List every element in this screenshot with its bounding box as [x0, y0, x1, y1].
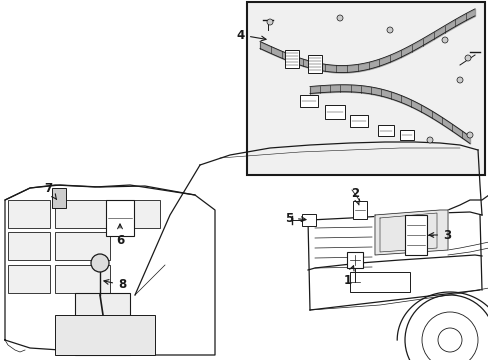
Bar — [8, 232, 50, 260]
Circle shape — [466, 132, 472, 138]
Polygon shape — [374, 210, 447, 255]
Text: 7: 7 — [44, 181, 57, 199]
Text: 5: 5 — [284, 212, 305, 225]
Bar — [55, 232, 110, 260]
Text: 8: 8 — [104, 279, 126, 292]
Bar — [299, 95, 317, 107]
Bar — [8, 200, 50, 228]
Bar — [346, 252, 362, 268]
Bar — [325, 105, 345, 119]
Bar — [75, 293, 130, 355]
Bar — [349, 115, 367, 127]
Text: 1: 1 — [343, 266, 353, 287]
Bar — [52, 188, 66, 208]
Bar — [399, 130, 413, 140]
Circle shape — [456, 77, 462, 83]
Text: 4: 4 — [236, 28, 265, 41]
Circle shape — [464, 55, 470, 61]
Bar — [302, 214, 315, 226]
Bar — [377, 125, 393, 136]
Circle shape — [441, 37, 447, 43]
Bar — [352, 201, 366, 219]
Text: 3: 3 — [428, 229, 450, 242]
Bar — [8, 265, 50, 293]
Circle shape — [336, 15, 342, 21]
Bar — [404, 215, 426, 255]
Text: 2: 2 — [350, 186, 359, 205]
Bar — [55, 200, 110, 228]
Bar — [55, 315, 155, 355]
Bar — [246, 2, 484, 175]
Bar — [285, 50, 298, 68]
Bar — [115, 200, 160, 228]
Circle shape — [91, 254, 109, 272]
Text: 6: 6 — [116, 224, 124, 247]
Circle shape — [426, 137, 432, 143]
Bar — [55, 265, 110, 293]
Bar — [106, 200, 134, 236]
Bar — [349, 272, 409, 292]
Bar — [307, 55, 321, 73]
Circle shape — [266, 19, 272, 25]
Circle shape — [386, 27, 392, 33]
